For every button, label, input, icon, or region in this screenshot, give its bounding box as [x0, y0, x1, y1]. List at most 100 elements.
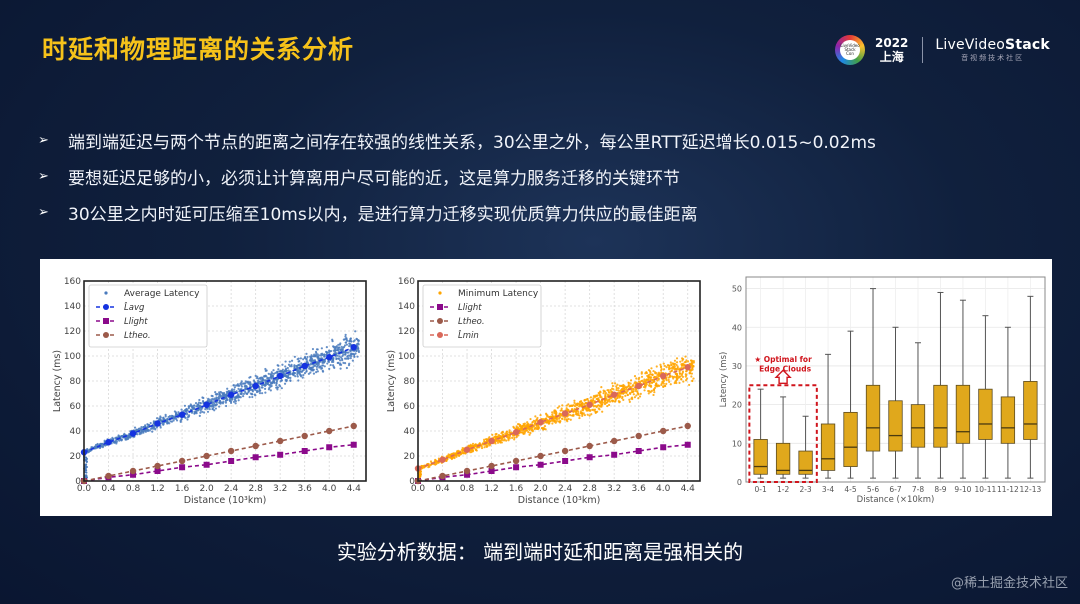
chart-legend: Minimum Latency Llight Ltheo. L̂min — [422, 284, 542, 348]
svg-text:20: 20 — [732, 401, 742, 410]
svg-text:Ltheo.: Ltheo. — [124, 331, 151, 341]
bullet-item: ➢ 30公里之内时延可压缩至10ms以内，是进行算力迁移实现优质算力供应的最佳距… — [38, 194, 876, 230]
svg-text:3.2: 3.2 — [273, 484, 287, 494]
charts-svg: 0.0 0.4 0.8 1.2 1.6 2.0 2.4 2.8 3.2 3.6 4.0 4.4 0 20 4… — [52, 276, 1046, 506]
svg-text:L̂avg: L̂avg — [124, 301, 145, 313]
svg-text:1.2: 1.2 — [150, 484, 164, 494]
brand-divider — [922, 37, 924, 63]
svg-text:3-4: 3-4 — [822, 485, 834, 494]
svg-text:160: 160 — [398, 277, 415, 287]
chart-legend: Average Latency L̂avg Llight Ltheo. — [88, 284, 208, 348]
svg-text:100: 100 — [64, 352, 81, 362]
brand-name-block: LiveVideoStack 音视频技术社区 — [935, 37, 1049, 63]
svg-text:80: 80 — [70, 377, 82, 387]
bullet-item: ➢ 端到端延迟与两个节点的距离之间存在较强的线性关系，30公里之外，每公里RTT… — [38, 122, 876, 158]
svg-text:120: 120 — [64, 327, 81, 337]
chart-panel: 0.0 0.4 0.8 1.2 1.6 2.0 2.4 2.8 3.2 3.6 4.0 4.4 0 20 4… — [40, 259, 1052, 516]
edge-highlight-box — [748, 384, 818, 483]
svg-text:4.4: 4.4 — [347, 484, 362, 494]
svg-text:0: 0 — [75, 477, 81, 487]
svg-text:Latency (ms): Latency (ms) — [52, 350, 63, 412]
svg-text:4-5: 4-5 — [844, 485, 856, 494]
arrow-bullet-icon: ➢ — [38, 132, 49, 148]
svg-text:L̂min: L̂min — [458, 329, 479, 341]
svg-text:Edge Clouds: Edge Clouds — [759, 364, 811, 373]
svg-text:8-9: 8-9 — [934, 485, 946, 494]
svg-text:100: 100 — [398, 352, 415, 362]
svg-text:2.8: 2.8 — [582, 484, 597, 494]
svg-text:3.6: 3.6 — [298, 484, 313, 494]
svg-text:Llight: Llight — [124, 317, 148, 327]
svg-text:2.0: 2.0 — [533, 484, 548, 494]
bullet-item: ➢ 要想延迟足够的小，必须让计算离用户尽可能的近，这是算力服务迁移的关键环节 — [38, 158, 876, 194]
bullet-list: ➢ 端到端延迟与两个节点的距离之间存在较强的线性关系，30公里之外，每公里RTT… — [38, 122, 876, 230]
svg-text:140: 140 — [398, 302, 415, 312]
slide-caption: 实验分析数据： 端到端时延和距离是强相关的 — [336, 540, 744, 564]
watermark: @稀土掘金技术社区 — [950, 576, 1068, 591]
svg-text:5-6: 5-6 — [867, 485, 879, 494]
svg-text:Ltheo.: Ltheo. — [458, 317, 485, 327]
svg-text:4.4: 4.4 — [681, 484, 696, 494]
svg-text:6-7: 6-7 — [889, 485, 901, 494]
svg-text:0.4: 0.4 — [101, 484, 116, 494]
svg-text:Distance (10³km): Distance (10³km) — [518, 495, 601, 506]
svg-text:0.8: 0.8 — [460, 484, 475, 494]
svg-text:Latency (ms): Latency (ms) — [719, 352, 729, 408]
svg-text:1-2: 1-2 — [777, 485, 789, 494]
svg-text:★ Optimal for: ★ Optimal for — [754, 355, 812, 364]
svg-text:1.2: 1.2 — [484, 484, 498, 494]
svg-text:160: 160 — [64, 277, 81, 287]
svg-text:2-3: 2-3 — [799, 485, 811, 494]
svg-text:30: 30 — [732, 362, 742, 371]
line-scatter-chart: 0.0 0.4 0.8 1.2 1.6 2.0 2.4 2.8 3.2 3.6 4.0 4.4 0 20 4… — [52, 277, 367, 506]
svg-text:2.4: 2.4 — [224, 484, 239, 494]
brand-name-prefix: LiveVideo — [935, 37, 1006, 53]
bullet-text: 30公里之内时延可压缩至10ms以内，是进行算力迁移实现优质算力供应的最佳距离 — [68, 204, 698, 225]
svg-text:Distance (×10km): Distance (×10km) — [857, 495, 935, 505]
brand-logo: LiveVideo Stack Con 2022 上海 LiveVideoSta… — [835, 30, 1050, 70]
svg-text:60: 60 — [404, 402, 416, 412]
conference-logo-text: LiveVideo Stack Con — [840, 40, 860, 60]
svg-text:12-13: 12-13 — [1019, 485, 1041, 494]
svg-text:Distance (10³km): Distance (10³km) — [184, 495, 267, 506]
brand-name-suffix: Stack — [1005, 37, 1050, 53]
svg-text:2.8: 2.8 — [248, 484, 263, 494]
line-scatter-chart: 0.0 0.4 0.8 1.2 1.6 2.0 2.4 2.8 3.2 3.6 4.0 4.4 0 20 4… — [386, 277, 701, 506]
svg-text:11-12: 11-12 — [997, 485, 1019, 494]
brand-year-city: 2022 上海 — [875, 36, 908, 64]
svg-text:7-8: 7-8 — [912, 485, 924, 494]
svg-text:4.0: 4.0 — [656, 484, 671, 494]
arrow-bullet-icon: ➢ — [38, 168, 49, 184]
svg-text:20: 20 — [70, 452, 82, 462]
up-arrow-icon — [774, 369, 792, 385]
svg-text:40: 40 — [70, 427, 82, 437]
svg-text:Latency (ms): Latency (ms) — [386, 350, 397, 412]
svg-text:80: 80 — [404, 377, 416, 387]
svg-text:0: 0 — [737, 478, 742, 487]
svg-text:40: 40 — [404, 427, 416, 437]
svg-text:Average Latency: Average Latency — [124, 289, 200, 299]
svg-text:10: 10 — [732, 439, 742, 448]
brand-year: 2022 — [875, 36, 909, 50]
svg-text:60: 60 — [70, 402, 82, 412]
svg-text:9-10: 9-10 — [954, 485, 971, 494]
svg-text:0.4: 0.4 — [435, 484, 450, 494]
arrow-bullet-icon: ➢ — [38, 204, 49, 220]
bullet-text: 要想延迟足够的小，必须让计算离用户尽可能的近，这是算力服务迁移的关键环节 — [68, 168, 680, 189]
brand-subtitle: 音视频技术社区 — [961, 54, 1025, 62]
svg-text:40: 40 — [732, 323, 742, 332]
svg-text:50: 50 — [732, 285, 742, 294]
svg-text:2.0: 2.0 — [199, 484, 214, 494]
box-plot-chart: 0 10 20 30 40 50 0-1 1-2 2-3 3-4 4-5 5-6 6-7 7-8 8-9 9-… — [719, 276, 1046, 505]
svg-text:0.0: 0.0 — [77, 484, 92, 494]
svg-text:Minimum Latency: Minimum Latency — [458, 289, 539, 299]
bullet-text: 端到端延迟与两个节点的距离之间存在较强的线性关系，30公里之外，每公里RTT延迟… — [68, 132, 876, 153]
svg-text:140: 140 — [64, 302, 81, 312]
svg-text:0.8: 0.8 — [126, 484, 141, 494]
svg-text:10-11: 10-11 — [975, 485, 997, 494]
svg-text:0-1: 0-1 — [754, 485, 766, 494]
svg-text:4.0: 4.0 — [322, 484, 337, 494]
conference-ring-icon: LiveVideo Stack Con — [835, 35, 865, 65]
svg-text:120: 120 — [398, 327, 415, 337]
svg-text:Llight: Llight — [458, 303, 482, 313]
